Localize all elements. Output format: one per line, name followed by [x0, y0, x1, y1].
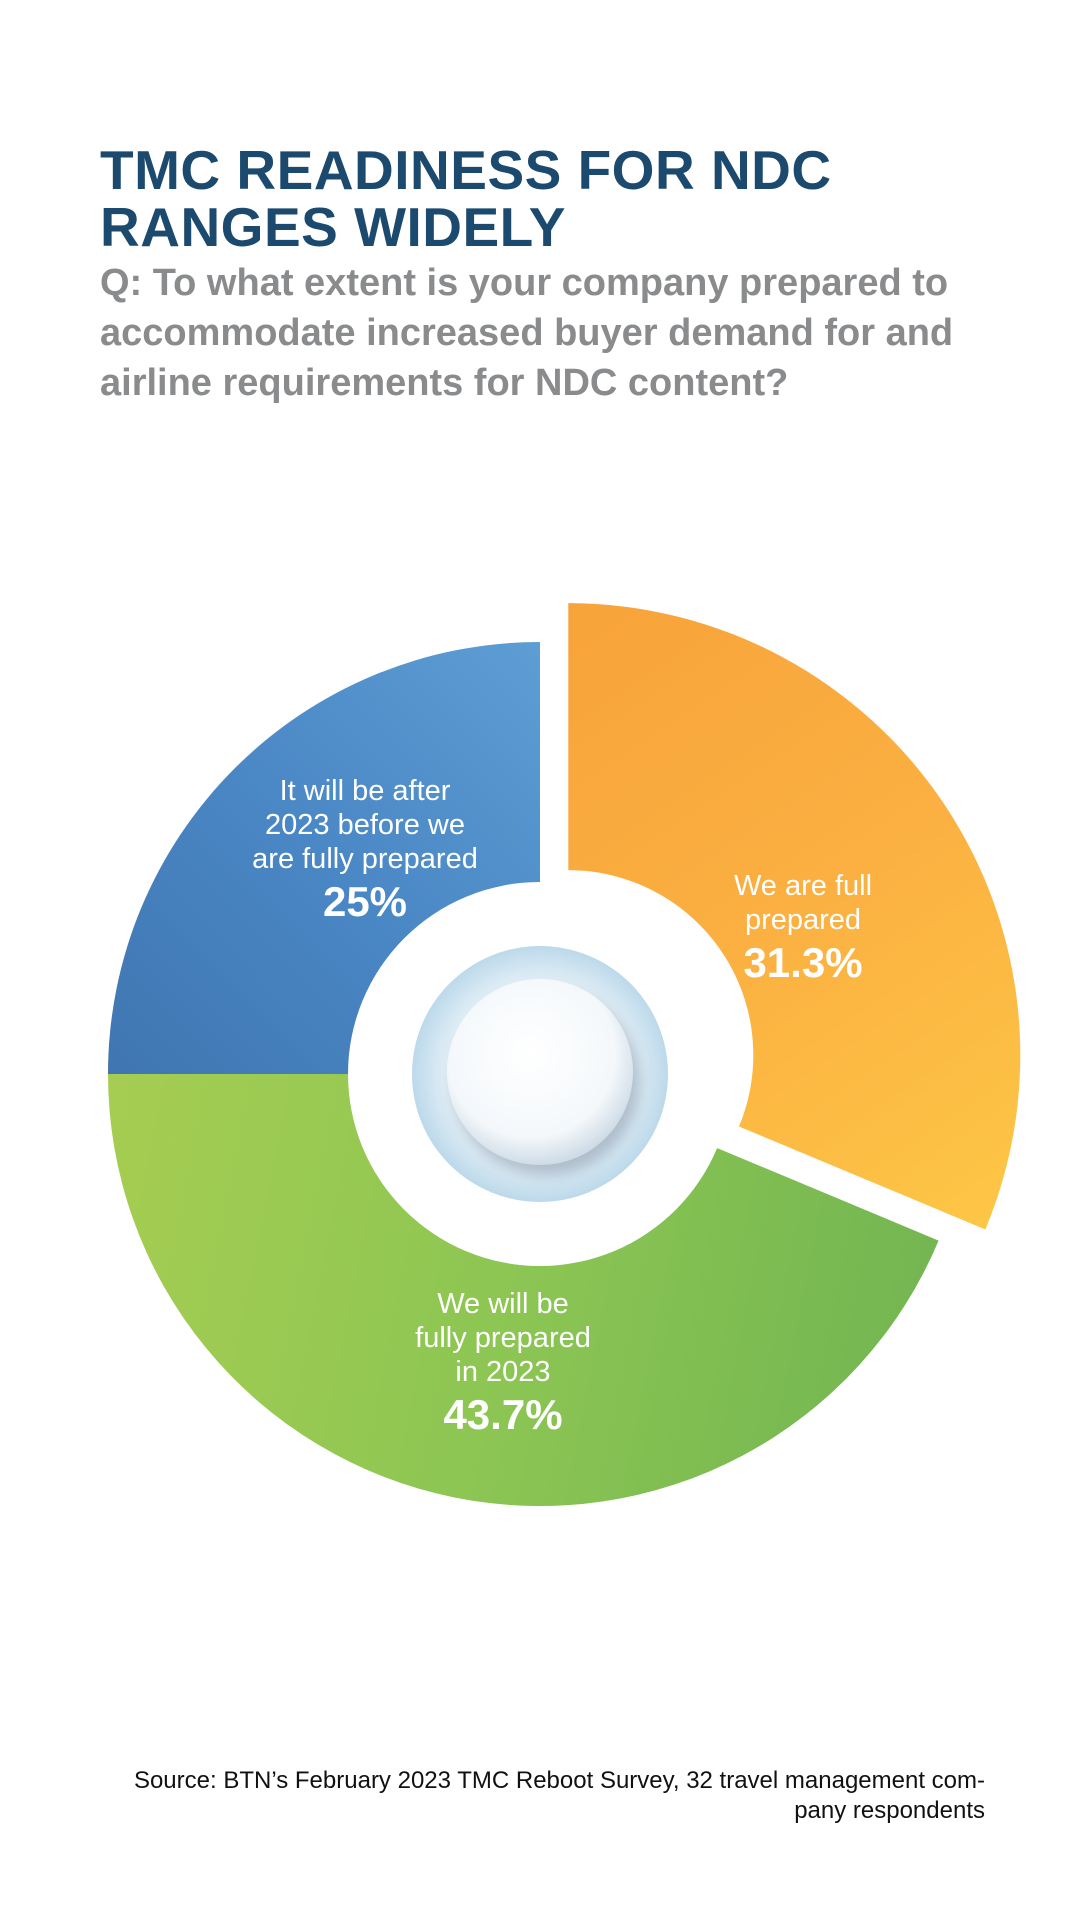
donut-slices — [108, 603, 1021, 1506]
donut-center-hub — [348, 882, 732, 1266]
slice-label-line: are fully prepared — [252, 843, 478, 875]
chart-title-line1: TMC READINESS FOR NDC — [100, 139, 832, 201]
donut-slice-1 — [568, 603, 1021, 1230]
slice-label-line: prepared — [745, 904, 861, 936]
slice-labels: We are full prepared 31.3% We will be fully … — [252, 775, 872, 1438]
source-line1: Source: BTN’s February 2023 TMC Reboot S… — [133, 1767, 985, 1794]
source-line2: pany respondents — [794, 1797, 985, 1824]
hub-center-disc — [447, 979, 633, 1165]
survey-question: Q: To what extent is your company prepar… — [100, 262, 954, 404]
slice-label-1: We are full prepared 31.3% — [734, 870, 872, 986]
slice-label-line: We will be — [437, 1288, 569, 1320]
source-note: Source: BTN’s February 2023 TMC Reboot S… — [85, 1766, 985, 1826]
slice-value-label: 31.3% — [743, 939, 862, 986]
chart-title: TMC READINESS FOR NDC RANGES WIDELY — [100, 142, 1000, 256]
slice-label-line: We are full — [734, 870, 872, 902]
slice-label-line: It will be after — [280, 775, 451, 807]
slice-label-2: We will be fully prepared in 2023 43.7% — [415, 1288, 591, 1438]
slice-value-label: 25% — [323, 878, 407, 925]
slice-label-line: fully prepared — [415, 1322, 591, 1354]
slice-value-label: 43.7% — [443, 1391, 562, 1438]
slice-label-line: 2023 before we — [265, 809, 465, 841]
slice-label-line: in 2023 — [455, 1356, 550, 1388]
donut-slice-3 — [108, 642, 540, 1074]
chart-title-line2: RANGES WIDELY — [100, 196, 566, 258]
donut-slice-2 — [108, 1074, 939, 1506]
slice-label-3: It will be after 2023 before we are fully … — [252, 775, 478, 925]
